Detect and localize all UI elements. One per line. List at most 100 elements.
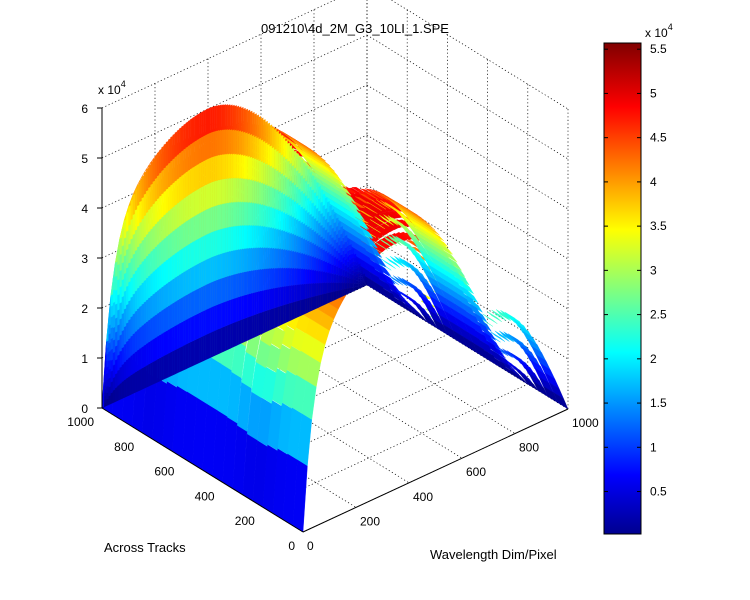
surface-face (247, 178, 251, 203)
surface-face (123, 307, 127, 328)
surface-face (170, 303, 173, 329)
surface-face (181, 345, 184, 372)
surface-face (298, 172, 301, 190)
x-axis-line (101, 407, 304, 533)
surface-face (221, 203, 224, 230)
surface-face (318, 210, 321, 224)
surface-face (258, 203, 262, 227)
surface-face (327, 201, 330, 213)
surface-face (199, 336, 202, 364)
surface-face (280, 153, 284, 175)
surface-face (327, 221, 330, 233)
surface-face (121, 363, 125, 383)
surface-face (240, 248, 244, 274)
surface-face (285, 267, 288, 287)
y-tick-label: 1000 (572, 416, 599, 430)
surface-face (258, 159, 262, 183)
surface-face (287, 249, 290, 269)
surface-face (126, 358, 129, 379)
surface-face (154, 200, 158, 225)
surface-face (194, 139, 198, 167)
surface-face (260, 160, 264, 184)
surface-face (128, 337, 131, 359)
surface-face (190, 217, 193, 244)
surface-face (296, 169, 299, 188)
surface-face (263, 140, 266, 164)
surface-face (203, 259, 206, 287)
surface-cell (522, 330, 538, 346)
surface-face (216, 303, 220, 331)
surface-face (364, 278, 368, 281)
surface-face (163, 307, 167, 333)
surface-face (260, 225, 264, 249)
surface-face (316, 282, 319, 297)
surface-face (280, 191, 284, 213)
surface-face (130, 296, 134, 318)
surface-face (126, 377, 129, 397)
surface-face (331, 272, 335, 284)
surface-face (159, 264, 162, 290)
surface-face (322, 293, 326, 306)
surface-face (307, 282, 310, 299)
surface-face (117, 324, 120, 341)
surface-cell (525, 351, 541, 368)
surface-face (269, 165, 273, 188)
surface-face (329, 224, 332, 236)
surface-face (247, 109, 251, 135)
surface-face (278, 190, 282, 212)
surface-face (174, 228, 178, 254)
surface-face (199, 261, 202, 289)
z-multiplier-base: x 10 (98, 83, 121, 97)
surface-face (123, 378, 127, 399)
surface-face (318, 222, 321, 236)
y-tick-label: 600 (466, 465, 486, 479)
colorbar-ticks: 0.5 1 1.5 2 2.5 3 3.5 4 4.5 5 5.5 (604, 42, 667, 499)
surface-face (305, 283, 308, 300)
surface-face (170, 159, 173, 186)
surface-face (271, 227, 275, 249)
surface-face (320, 259, 323, 273)
surface-face (240, 154, 244, 180)
surface-face (190, 291, 193, 318)
surface-face (274, 187, 277, 210)
surface-face (331, 218, 335, 229)
surface-face (141, 345, 145, 369)
surface-face (115, 344, 118, 361)
surface-face (227, 250, 231, 277)
surface-face (324, 218, 328, 231)
surface-face (115, 303, 118, 319)
surface-face (329, 243, 332, 255)
surface-face (110, 315, 114, 329)
surface-face (205, 158, 209, 186)
surface-face (181, 149, 184, 176)
surface-face (236, 129, 240, 155)
surface-face (128, 318, 131, 340)
surface-face (223, 104, 226, 131)
surface-face (298, 156, 301, 174)
surface-face (269, 267, 273, 290)
surface-face (335, 225, 339, 236)
surface-face (298, 235, 301, 254)
surface-face (210, 156, 213, 184)
surface-face (353, 253, 357, 259)
surface-face (271, 166, 275, 189)
surface-face (192, 315, 195, 342)
surface-face (119, 317, 123, 336)
surface-cell (419, 294, 435, 310)
surface-face (214, 279, 217, 307)
surface-face (309, 282, 312, 299)
surface-face (260, 311, 264, 335)
surface-face (137, 369, 140, 392)
surface-face (108, 377, 111, 388)
surface-face (305, 238, 308, 256)
surface-face (243, 317, 246, 343)
surface-face (203, 109, 206, 137)
surface-face (358, 263, 361, 268)
surface-face (121, 329, 125, 349)
surface-face (181, 198, 184, 225)
surface-face (108, 332, 111, 344)
surface-face (309, 296, 312, 312)
surface-face (199, 236, 202, 264)
surface-face (214, 204, 217, 232)
y-tick-label: 0 (307, 539, 314, 553)
